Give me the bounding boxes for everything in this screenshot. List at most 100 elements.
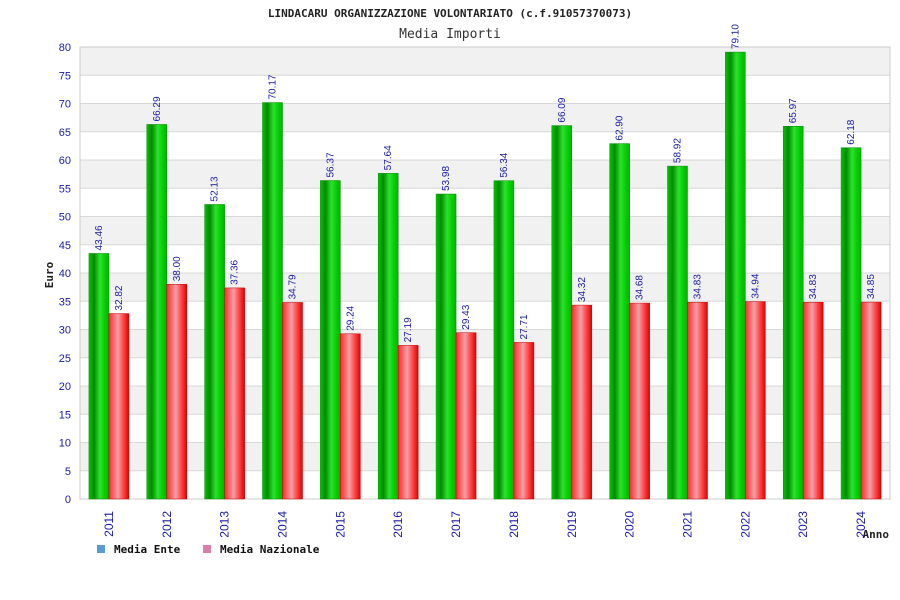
grid-band [80,47,890,76]
bar-media-nazionale [108,313,130,500]
x-axis-label: Anno [863,528,890,541]
x-tick-label: 2024 [854,511,868,538]
x-tick-label: 2019 [565,511,579,538]
data-label: 56.34 [499,152,510,177]
bar-media-nazionale [513,342,535,500]
bar-media-ente [377,173,399,500]
chart-title: LINDACARU ORGANIZZAZIONE VOLONTARIATO (c… [268,7,632,20]
bar-media-ente [840,147,862,500]
x-tick-label: 2023 [796,511,810,538]
bar-media-nazionale [455,332,477,500]
y-tick-label: 65 [59,127,71,139]
bar-media-ente [667,165,688,500]
data-label: 29.24 [345,305,356,330]
bars-group: 43.46 32.82 66.29 38.00 52.13 37.36 70.17 34.79… [88,24,882,500]
grid-band [80,244,890,273]
data-label: 66.09 [557,97,568,122]
legend-label-media-ente: Media Ente [114,543,181,556]
y-axis-label: Euro [43,261,56,288]
bar-media-nazionale [340,333,361,500]
bar-media-nazionale [224,287,245,500]
grid-band [80,216,890,245]
x-tick-label: 2022 [738,511,752,538]
grid-band [80,273,890,302]
data-label: 34.32 [577,277,588,302]
data-label: 53.98 [441,166,452,191]
data-label: 43.46 [94,225,105,250]
data-label: 29.43 [461,304,472,329]
data-label: 27.19 [403,317,414,342]
y-tick-label: 0 [65,494,71,506]
data-label: 34.83 [693,274,704,299]
x-tick-label: 2017 [449,511,463,538]
grid-band [80,301,890,330]
data-label: 79.10 [730,24,741,49]
data-label: 62.90 [615,115,626,140]
chart-subtitle: Media Importi [399,27,501,42]
data-label: 66.29 [152,96,163,121]
x-tick-label: 2012 [160,511,174,538]
legend-label-media-nazionale: Media Nazionale [220,543,320,556]
grid-band [80,414,890,443]
bar-media-ente [725,51,746,500]
x-tick-label: 2015 [333,511,347,538]
grid-band [80,188,890,217]
data-label: 37.36 [230,259,241,284]
data-label: 65.97 [788,98,799,123]
bar-media-ente [435,193,457,500]
x-tick-label: 2013 [218,511,232,538]
y-tick-label: 35 [59,296,71,308]
y-tick-label: 45 [59,240,71,252]
y-tick-label: 80 [59,42,71,54]
grid-band [80,75,890,104]
bar-media-nazionale [571,304,593,500]
data-label: 62.18 [846,119,857,144]
y-tick-label: 30 [59,325,71,337]
y-tick-label: 70 [59,99,71,111]
bar-media-ente [262,102,283,500]
x-tick-label: 2018 [507,511,521,538]
bar-media-ente [782,126,804,500]
bar-media-nazionale [802,301,824,500]
bar-media-nazionale [629,302,650,500]
grid-band [80,357,890,386]
bar-media-nazionale [397,345,419,500]
data-label: 32.82 [114,285,125,310]
bar-media-ente [146,124,168,500]
bar-media-ente [493,180,515,500]
y-tick-label: 15 [59,409,71,421]
data-label: 38.00 [172,256,183,281]
grid-band [80,442,890,471]
data-label: 27.71 [519,314,530,339]
y-tick-label: 50 [59,212,71,224]
data-label: 34.68 [635,275,646,300]
bar-media-nazionale [860,301,882,500]
y-tick-label: 60 [59,155,71,167]
plot-area [79,46,891,500]
x-tick-label: 2011 [102,511,116,537]
y-axis: 0 5 10 15 20 25 30 35 40 45 50 55 60 65 70 75 80 [59,42,71,506]
bar-media-nazionale [745,301,766,500]
x-tick-label: 2020 [623,511,637,538]
y-tick-label: 20 [59,381,71,393]
data-label: 34.85 [866,274,877,299]
legend-swatch-media-nazionale [203,545,211,553]
x-tick-label: 2021 [681,511,695,538]
x-tick-label: 2014 [276,511,290,538]
bar-media-ente [609,143,630,500]
bar-media-nazionale [166,284,188,500]
bar-media-ente [88,253,110,500]
y-tick-label: 75 [59,70,71,82]
data-label: 34.83 [808,274,819,299]
bar-media-nazionale [687,301,708,500]
x-axis: 2011 2012 2013 2014 2015 2016 2017 2018 2019 2020… [102,511,868,538]
bar-media-ente [320,180,341,500]
plot-border [79,46,891,500]
data-label: 52.13 [210,176,221,201]
legend: Media Ente Media Nazionale [97,543,320,556]
grid-band [80,160,890,189]
data-label: 56.37 [325,152,336,177]
y-tick-label: 10 [59,438,71,450]
grid-band [80,386,890,415]
